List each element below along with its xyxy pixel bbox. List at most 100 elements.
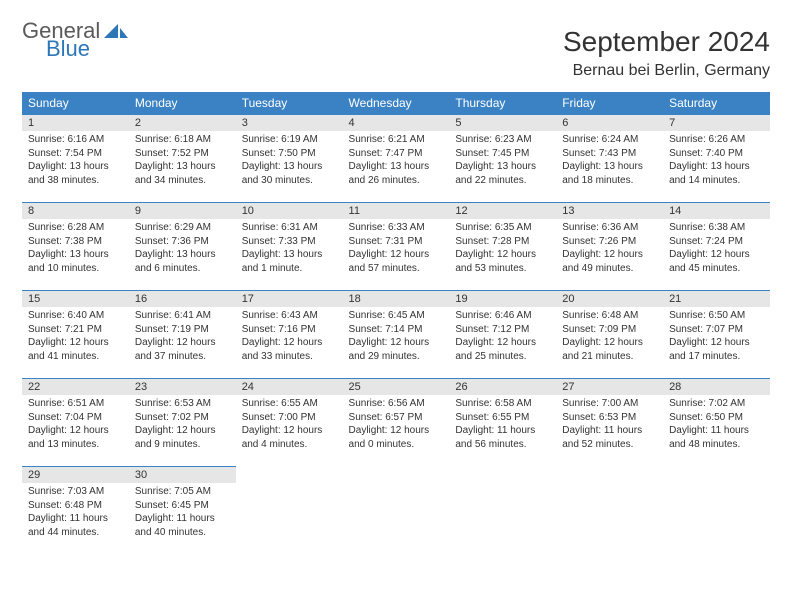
title-block: September 2024 Bernau bei Berlin, German…: [563, 26, 770, 80]
logo-word2: Blue: [46, 38, 128, 60]
calendar-cell: 4Sunrise: 6:21 AMSunset: 7:47 PMDaylight…: [343, 115, 450, 203]
day-info: Sunrise: 6:33 AMSunset: 7:31 PMDaylight:…: [343, 219, 450, 279]
sunset-text: Sunset: 7:33 PM: [242, 235, 337, 249]
day-number: 8: [22, 203, 129, 219]
sunrise-text: Sunrise: 6:16 AM: [28, 133, 123, 147]
weekday-header: Wednesday: [343, 92, 450, 115]
sunset-text: Sunset: 7:02 PM: [135, 411, 230, 425]
calendar-cell: 11Sunrise: 6:33 AMSunset: 7:31 PMDayligh…: [343, 203, 450, 291]
day-number: 20: [556, 291, 663, 307]
day-info: Sunrise: 6:31 AMSunset: 7:33 PMDaylight:…: [236, 219, 343, 279]
sunset-text: Sunset: 7:21 PM: [28, 323, 123, 337]
day-info: Sunrise: 6:36 AMSunset: 7:26 PMDaylight:…: [556, 219, 663, 279]
day-number: 4: [343, 115, 450, 131]
day-number: 5: [449, 115, 556, 131]
day-info: Sunrise: 6:16 AMSunset: 7:54 PMDaylight:…: [22, 131, 129, 191]
day-number: 6: [556, 115, 663, 131]
calendar-cell: 18Sunrise: 6:45 AMSunset: 7:14 PMDayligh…: [343, 291, 450, 379]
sunset-text: Sunset: 7:09 PM: [562, 323, 657, 337]
month-title: September 2024: [563, 26, 770, 58]
sunset-text: Sunset: 7:14 PM: [349, 323, 444, 337]
sunset-text: Sunset: 6:55 PM: [455, 411, 550, 425]
sunrise-text: Sunrise: 6:31 AM: [242, 221, 337, 235]
daylight-text: Daylight: 13 hours and 10 minutes.: [28, 248, 123, 275]
sunrise-text: Sunrise: 6:24 AM: [562, 133, 657, 147]
calendar-cell: 24Sunrise: 6:55 AMSunset: 7:00 PMDayligh…: [236, 379, 343, 467]
day-number: 19: [449, 291, 556, 307]
sunset-text: Sunset: 7:50 PM: [242, 147, 337, 161]
day-info: Sunrise: 6:26 AMSunset: 7:40 PMDaylight:…: [663, 131, 770, 191]
sunrise-text: Sunrise: 6:46 AM: [455, 309, 550, 323]
calendar-cell: 9Sunrise: 6:29 AMSunset: 7:36 PMDaylight…: [129, 203, 236, 291]
daylight-text: Daylight: 12 hours and 0 minutes.: [349, 424, 444, 451]
day-number: 3: [236, 115, 343, 131]
day-number: 23: [129, 379, 236, 395]
day-number: 21: [663, 291, 770, 307]
calendar-cell: 3Sunrise: 6:19 AMSunset: 7:50 PMDaylight…: [236, 115, 343, 203]
daylight-text: Daylight: 12 hours and 33 minutes.: [242, 336, 337, 363]
daylight-text: Daylight: 13 hours and 22 minutes.: [455, 160, 550, 187]
day-number: 9: [129, 203, 236, 219]
sunrise-text: Sunrise: 6:56 AM: [349, 397, 444, 411]
sunrise-text: Sunrise: 6:35 AM: [455, 221, 550, 235]
sunset-text: Sunset: 7:45 PM: [455, 147, 550, 161]
day-info: Sunrise: 7:00 AMSunset: 6:53 PMDaylight:…: [556, 395, 663, 455]
daylight-text: Daylight: 11 hours and 44 minutes.: [28, 512, 123, 539]
day-number: 11: [343, 203, 450, 219]
day-info: Sunrise: 6:55 AMSunset: 7:00 PMDaylight:…: [236, 395, 343, 455]
weekday-header: Sunday: [22, 92, 129, 115]
calendar-cell: [663, 467, 770, 555]
daylight-text: Daylight: 13 hours and 38 minutes.: [28, 160, 123, 187]
sunset-text: Sunset: 7:07 PM: [669, 323, 764, 337]
daylight-text: Daylight: 11 hours and 48 minutes.: [669, 424, 764, 451]
sunrise-text: Sunrise: 6:18 AM: [135, 133, 230, 147]
sunrise-text: Sunrise: 6:50 AM: [669, 309, 764, 323]
day-info: Sunrise: 6:19 AMSunset: 7:50 PMDaylight:…: [236, 131, 343, 191]
sunrise-text: Sunrise: 6:40 AM: [28, 309, 123, 323]
daylight-text: Daylight: 12 hours and 13 minutes.: [28, 424, 123, 451]
day-info: Sunrise: 6:45 AMSunset: 7:14 PMDaylight:…: [343, 307, 450, 367]
sunset-text: Sunset: 7:19 PM: [135, 323, 230, 337]
sunrise-text: Sunrise: 6:48 AM: [562, 309, 657, 323]
daylight-text: Daylight: 11 hours and 40 minutes.: [135, 512, 230, 539]
calendar-cell: 27Sunrise: 7:00 AMSunset: 6:53 PMDayligh…: [556, 379, 663, 467]
sunset-text: Sunset: 7:52 PM: [135, 147, 230, 161]
sunrise-text: Sunrise: 7:00 AM: [562, 397, 657, 411]
calendar-cell: 7Sunrise: 6:26 AMSunset: 7:40 PMDaylight…: [663, 115, 770, 203]
sunrise-text: Sunrise: 6:41 AM: [135, 309, 230, 323]
day-info: Sunrise: 6:53 AMSunset: 7:02 PMDaylight:…: [129, 395, 236, 455]
day-info: Sunrise: 6:35 AMSunset: 7:28 PMDaylight:…: [449, 219, 556, 279]
day-info: Sunrise: 6:50 AMSunset: 7:07 PMDaylight:…: [663, 307, 770, 367]
day-info: Sunrise: 6:40 AMSunset: 7:21 PMDaylight:…: [22, 307, 129, 367]
daylight-text: Daylight: 13 hours and 1 minute.: [242, 248, 337, 275]
daylight-text: Daylight: 12 hours and 57 minutes.: [349, 248, 444, 275]
sunrise-text: Sunrise: 6:45 AM: [349, 309, 444, 323]
calendar-cell: 28Sunrise: 7:02 AMSunset: 6:50 PMDayligh…: [663, 379, 770, 467]
day-number: 28: [663, 379, 770, 395]
calendar-cell: 30Sunrise: 7:05 AMSunset: 6:45 PMDayligh…: [129, 467, 236, 555]
sunset-text: Sunset: 7:54 PM: [28, 147, 123, 161]
sunset-text: Sunset: 6:50 PM: [669, 411, 764, 425]
weekday-header: Friday: [556, 92, 663, 115]
calendar-cell: [236, 467, 343, 555]
day-info: Sunrise: 7:03 AMSunset: 6:48 PMDaylight:…: [22, 483, 129, 543]
sunset-text: Sunset: 6:45 PM: [135, 499, 230, 513]
calendar-cell: 16Sunrise: 6:41 AMSunset: 7:19 PMDayligh…: [129, 291, 236, 379]
day-info: Sunrise: 6:56 AMSunset: 6:57 PMDaylight:…: [343, 395, 450, 455]
day-info: Sunrise: 6:23 AMSunset: 7:45 PMDaylight:…: [449, 131, 556, 191]
sunset-text: Sunset: 7:47 PM: [349, 147, 444, 161]
calendar-cell: [449, 467, 556, 555]
day-number: 25: [343, 379, 450, 395]
daylight-text: Daylight: 13 hours and 18 minutes.: [562, 160, 657, 187]
day-number: 24: [236, 379, 343, 395]
calendar-cell: 25Sunrise: 6:56 AMSunset: 6:57 PMDayligh…: [343, 379, 450, 467]
day-number: 29: [22, 467, 129, 483]
daylight-text: Daylight: 12 hours and 29 minutes.: [349, 336, 444, 363]
calendar-row: 29Sunrise: 7:03 AMSunset: 6:48 PMDayligh…: [22, 467, 770, 555]
day-number: 27: [556, 379, 663, 395]
day-number: 16: [129, 291, 236, 307]
sunrise-text: Sunrise: 6:26 AM: [669, 133, 764, 147]
day-info: Sunrise: 6:28 AMSunset: 7:38 PMDaylight:…: [22, 219, 129, 279]
sunrise-text: Sunrise: 6:23 AM: [455, 133, 550, 147]
sunset-text: Sunset: 7:36 PM: [135, 235, 230, 249]
